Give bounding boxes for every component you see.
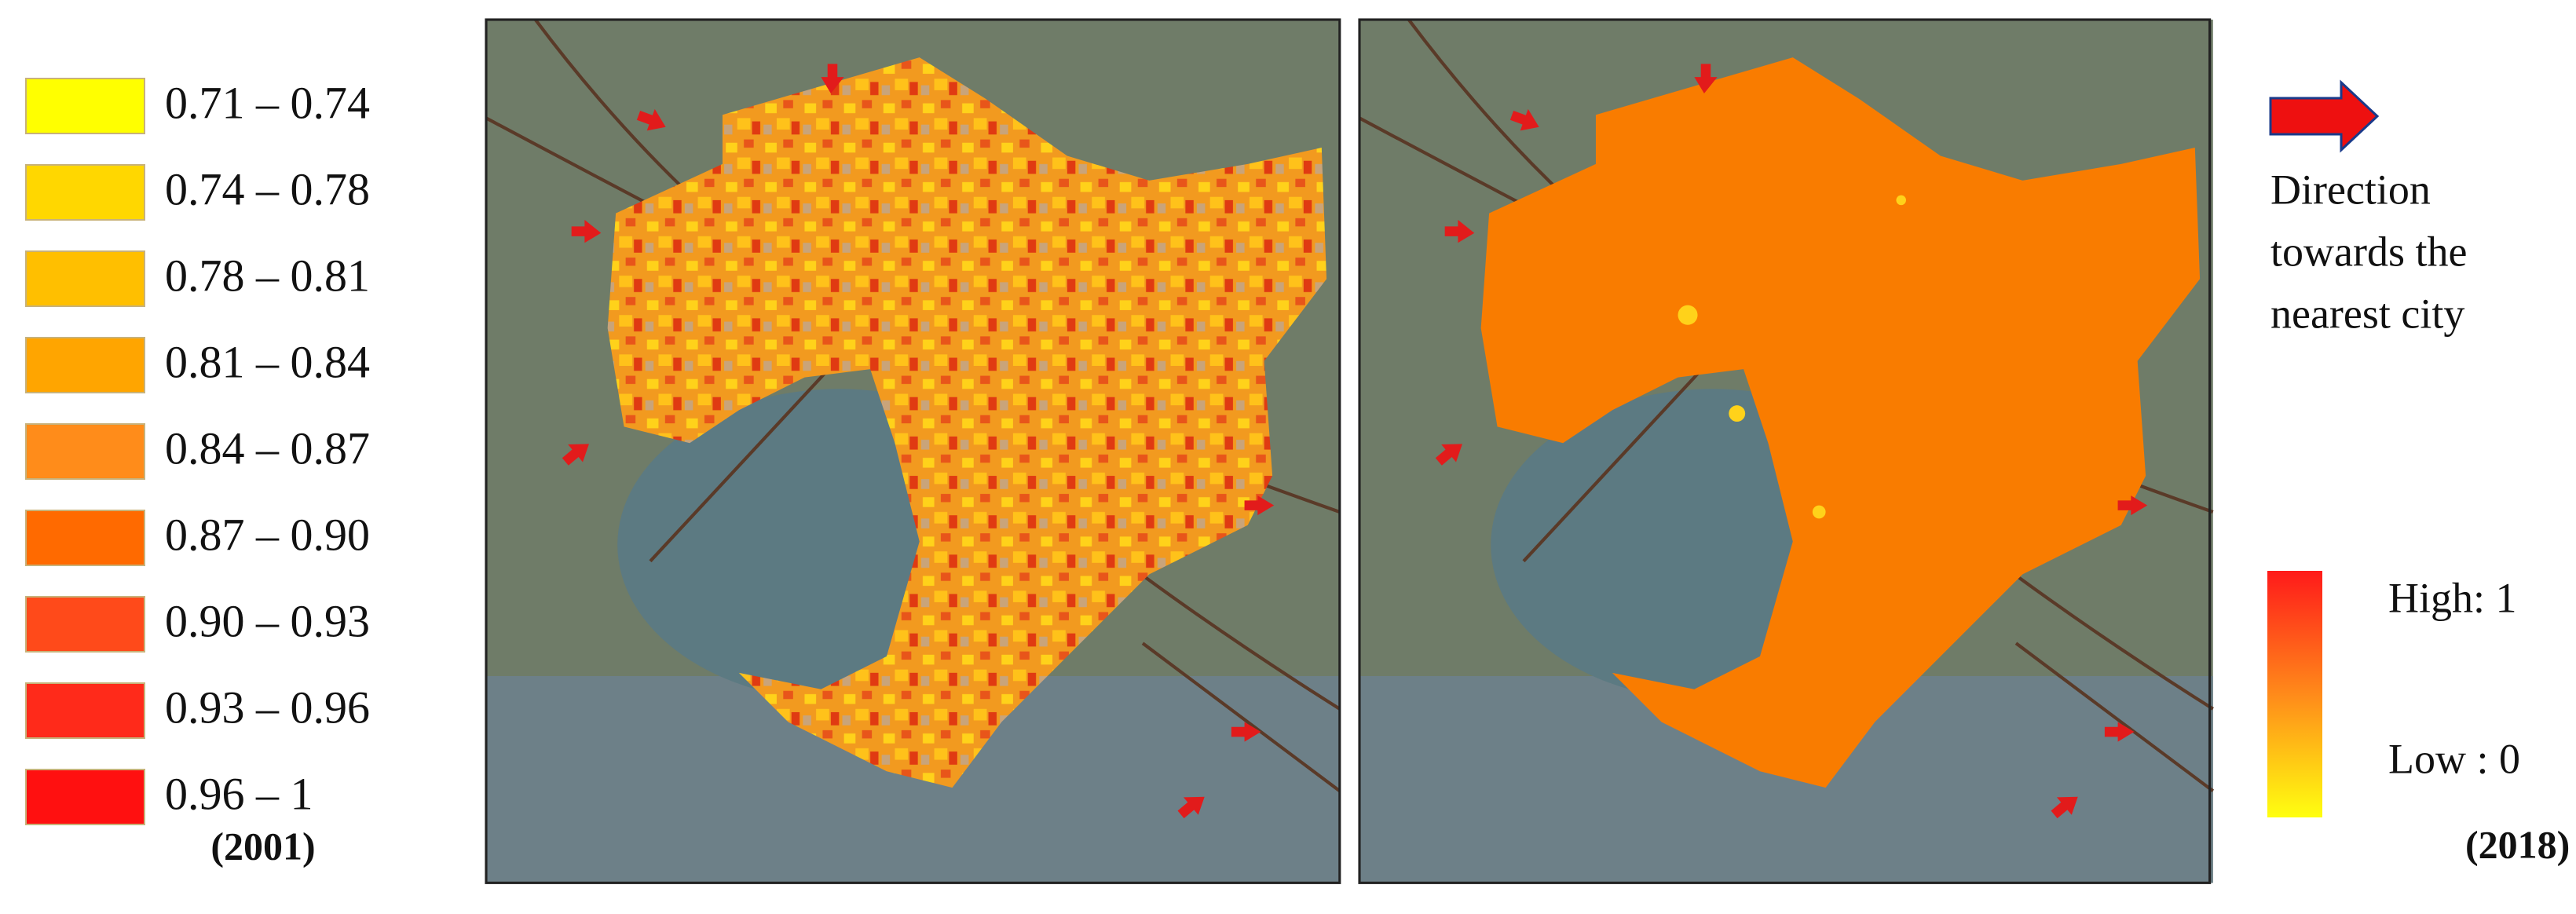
legend-swatch — [25, 164, 145, 221]
legend-label: 0.93 – 0.96 — [165, 682, 370, 733]
legend-swatch — [25, 682, 145, 739]
direction-text: Direction — [2270, 166, 2431, 213]
legend-label: 0.90 – 0.93 — [165, 595, 370, 646]
legend-label: 0.81 – 0.84 — [165, 336, 370, 387]
legend-label: 0.96 – 1 — [165, 768, 313, 819]
legend-swatch — [25, 78, 145, 134]
legend-swatch — [25, 250, 145, 307]
gradient-high: High: 1 — [2388, 574, 2517, 621]
legend-swatch — [25, 510, 145, 566]
legend-label: 0.87 – 0.90 — [165, 509, 370, 560]
legend-swatch — [25, 423, 145, 480]
map-2001 — [486, 20, 1340, 883]
legend-label: 0.74 – 0.78 — [165, 163, 370, 214]
direction-legend — [2269, 79, 2380, 153]
year-2018: (2018) — [2465, 822, 2570, 866]
legend-label: 0.78 – 0.81 — [165, 250, 370, 301]
direction-text: towards the — [2270, 228, 2467, 275]
map-2018 — [1359, 20, 2213, 883]
gradient-low: Low : 0 — [2388, 735, 2520, 782]
gradient-bar — [2267, 571, 2322, 817]
legend-swatch — [25, 337, 145, 393]
direction-arrow — [2269, 79, 2380, 153]
direction-text: nearest city — [2270, 290, 2464, 337]
legend-swatch — [25, 596, 145, 653]
legend-label: 0.84 – 0.87 — [165, 422, 370, 473]
legend-swatch — [25, 769, 145, 825]
year-2001: (2001) — [210, 824, 315, 868]
legend-label: 0.71 – 0.74 — [165, 77, 370, 128]
